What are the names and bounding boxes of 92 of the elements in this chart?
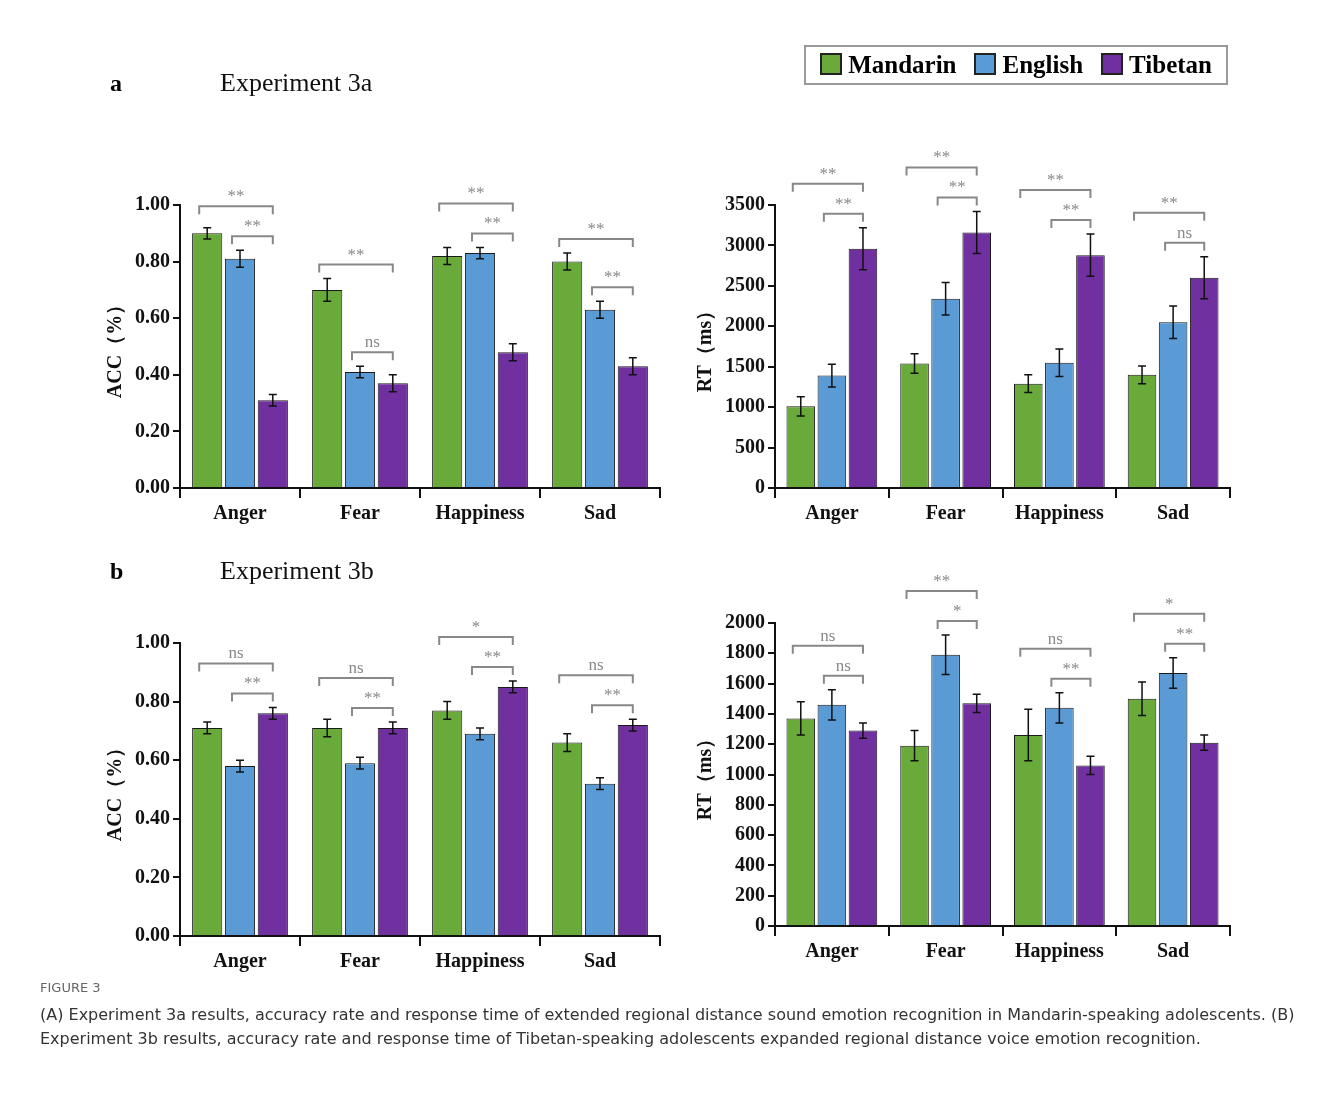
- x-tick-label: Fear: [925, 939, 966, 962]
- y-tick-label: 800: [735, 791, 765, 814]
- annotation: **: [243, 673, 261, 693]
- y-tick-label: 1000: [725, 761, 765, 784]
- x-tick-label: Happiness: [435, 949, 525, 973]
- y-tick-label: 400: [735, 852, 765, 875]
- y-tick-label: 3500: [725, 192, 765, 215]
- legend-label: Tibetan: [1128, 51, 1212, 79]
- annotation: **: [483, 647, 501, 667]
- text: **: [948, 177, 966, 197]
- annotation: **: [603, 685, 621, 705]
- y-tick-label: 1.00: [135, 192, 170, 215]
- annotation: **: [603, 267, 621, 287]
- annotation: **: [1176, 623, 1194, 643]
- y-tick-label: 1000: [725, 394, 765, 417]
- legend-label: Mandarin: [847, 51, 957, 79]
- x-tick-label: Sad: [1157, 939, 1190, 962]
- y-tick-label: 0.20: [135, 864, 170, 887]
- y-tick-label: 0.00: [135, 923, 170, 946]
- caption: FIGURE 3: [40, 980, 102, 995]
- y-axis-title: ACC（%）: [103, 737, 126, 842]
- annotation: **: [834, 193, 852, 213]
- text: **: [467, 183, 485, 203]
- x-tick-label: Sad: [1157, 501, 1190, 524]
- annotation: ns: [820, 625, 836, 645]
- y-tick-label: 2000: [725, 313, 765, 336]
- y-tick-label: 0.00: [135, 475, 170, 498]
- chart-title: Experiment 3b: [220, 556, 374, 586]
- text: *: [1164, 593, 1174, 613]
- x-tick-label: Anger: [213, 501, 267, 525]
- text: a: [110, 70, 122, 97]
- annotation: **: [587, 219, 605, 239]
- annotation: **: [483, 213, 501, 233]
- text: **: [933, 571, 951, 591]
- annotation: ns: [364, 332, 380, 352]
- x-tick-label: Anger: [805, 939, 859, 963]
- y-tick-label: 600: [735, 822, 765, 845]
- y-tick-label: 0.60: [135, 747, 170, 770]
- y-tick-label: 2500: [725, 273, 765, 296]
- y-tick-label: 1600: [725, 670, 765, 693]
- annotation: **: [1062, 658, 1080, 678]
- y-tick-label: 0: [755, 475, 765, 498]
- y-tick-label: 0.80: [135, 688, 170, 711]
- x-tick-label: Fear: [340, 501, 381, 524]
- y-tick-label: 0.80: [135, 248, 170, 271]
- annotation: ns: [1177, 222, 1193, 242]
- annotation: **: [347, 244, 365, 264]
- text: (A) Experiment 3a results, accuracy rate and response time of extended regional distance sound emotion recognition in Mandarin-speaking adolescents. (B) Experiment 3b results, accuracy rate and response time of Tibetan-speaking adolescents expanded regional distance voice emotion recognition.: [40, 1004, 1296, 1050]
- annotation: ns: [588, 655, 604, 675]
- chart-title: Experiment 3a: [220, 68, 373, 98]
- x-tick-label: Happiness: [1014, 501, 1105, 525]
- text: *: [952, 601, 962, 621]
- y-tick-label: 0.40: [135, 805, 170, 828]
- y-tick-label: 1200: [725, 731, 765, 754]
- text: **: [933, 147, 951, 167]
- y-tick-label: 0: [755, 913, 765, 936]
- annotation: ns: [348, 658, 364, 678]
- y-axis-title: ACC（%）: [103, 294, 126, 399]
- y-tick-label: 1.00: [135, 630, 170, 653]
- x-tick-label: Happiness: [1014, 939, 1105, 963]
- y-axis-title: RT（ms）: [693, 300, 716, 393]
- x-tick-label: Sad: [583, 501, 617, 524]
- annotation: **: [1160, 192, 1178, 212]
- x-tick-label: Fear: [340, 949, 381, 972]
- annotation: **: [363, 688, 381, 708]
- annotation: ns: [1047, 628, 1063, 648]
- x-tick-label: Happiness: [435, 501, 525, 525]
- x-tick-label: Fear: [925, 501, 966, 524]
- y-tick-label: 0.60: [135, 305, 170, 328]
- text: **: [819, 163, 837, 183]
- annotation: ns: [228, 643, 244, 663]
- x-tick-label: Anger: [213, 949, 267, 973]
- y-tick-label: 3000: [725, 232, 765, 255]
- y-tick-label: 200: [735, 882, 765, 905]
- y-axis-title: RT（ms）: [693, 728, 716, 821]
- text: **: [1046, 170, 1064, 190]
- legend-label: English: [1001, 51, 1084, 79]
- x-tick-label: Anger: [805, 501, 859, 525]
- y-tick-label: 0.20: [135, 418, 170, 441]
- annotation: **: [1062, 200, 1080, 220]
- annotation: **: [227, 186, 245, 206]
- y-tick-label: 500: [735, 434, 765, 457]
- annotation: **: [243, 216, 261, 236]
- x-tick-label: Sad: [583, 949, 617, 972]
- text: b: [110, 558, 124, 585]
- y-tick-label: 1500: [725, 353, 765, 376]
- y-tick-label: 0.40: [135, 361, 170, 384]
- y-tick-label: 1400: [725, 701, 765, 724]
- text: *: [471, 617, 481, 637]
- y-tick-label: 1800: [725, 640, 765, 663]
- annotation: ns: [835, 655, 851, 675]
- y-tick-label: 2000: [725, 610, 765, 633]
